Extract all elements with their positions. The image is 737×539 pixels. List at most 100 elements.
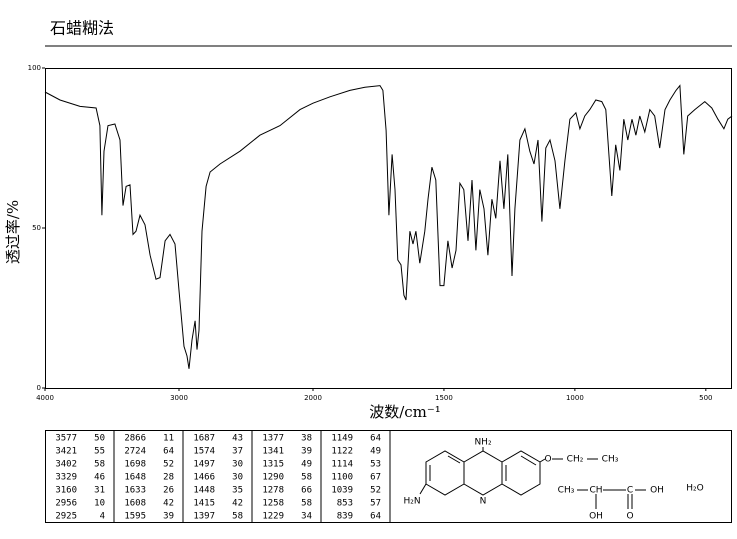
peak-transmittance: 30 xyxy=(232,473,243,483)
peak-transmittance: 53 xyxy=(370,460,381,470)
peak-wavenumber: 1258 xyxy=(262,499,284,509)
peak-wavenumber: 1574 xyxy=(193,447,215,457)
structure-label: H₂O xyxy=(686,484,703,494)
peak-transmittance: 58 xyxy=(301,499,312,509)
peak-wavenumber: 1377 xyxy=(262,434,284,444)
peak-wavenumber: 1114 xyxy=(331,460,353,470)
peak-wavenumber: 1466 xyxy=(193,473,215,483)
x-tick-label: 1500 xyxy=(435,394,453,402)
peak-wavenumber: 1633 xyxy=(124,486,146,496)
peak-transmittance: 39 xyxy=(301,447,312,457)
structure-label: O xyxy=(544,455,551,465)
peak-transmittance: 35 xyxy=(232,486,243,496)
structure-label: H₂N xyxy=(403,497,420,507)
peak-transmittance: 34 xyxy=(301,512,312,522)
plot-frame xyxy=(45,68,732,389)
peak-wavenumber: 1687 xyxy=(193,434,215,444)
peak-wavenumber: 3329 xyxy=(55,473,77,483)
peak-transmittance: 67 xyxy=(370,473,381,483)
peak-wavenumber: 1497 xyxy=(193,460,215,470)
peak-transmittance: 58 xyxy=(301,473,312,483)
peak-wavenumber: 1290 xyxy=(262,473,284,483)
peak-transmittance: 30 xyxy=(232,460,243,470)
peak-wavenumber: 1415 xyxy=(193,499,215,509)
peak-transmittance: 55 xyxy=(94,447,105,457)
peak-wavenumber: 2925 xyxy=(55,512,77,522)
structure-label: CH xyxy=(589,486,602,496)
peak-wavenumber: 2866 xyxy=(124,434,146,444)
peak-transmittance: 46 xyxy=(94,473,105,483)
x-tick-label: 4000 xyxy=(36,394,54,402)
structure-bonds xyxy=(419,447,646,509)
structure-label: OH xyxy=(650,486,664,496)
peak-transmittance: 49 xyxy=(370,447,381,457)
peak-transmittance: 11 xyxy=(163,434,174,444)
peak-wavenumber: 1100 xyxy=(331,473,353,483)
y-tick-label: 0 xyxy=(37,384,41,392)
peak-transmittance: 52 xyxy=(370,486,381,496)
peak-wavenumber: 1229 xyxy=(262,512,284,522)
peak-transmittance: 39 xyxy=(163,512,174,522)
peak-wavenumber: 1608 xyxy=(124,499,146,509)
peak-transmittance: 4 xyxy=(100,512,105,522)
peak-transmittance: 52 xyxy=(163,460,174,470)
structure-label: CH₂ xyxy=(567,455,584,465)
peak-transmittance: 57 xyxy=(370,499,381,509)
x-tick-label: 500 xyxy=(699,394,712,402)
x-tick-label: 1000 xyxy=(566,394,584,402)
x-axis-title: 波数/cm⁻¹ xyxy=(369,403,441,421)
peak-transmittance: 50 xyxy=(94,434,105,444)
peak-transmittance: 10 xyxy=(94,499,105,509)
peak-transmittance: 58 xyxy=(232,512,243,522)
structure-label: C xyxy=(627,486,633,496)
peak-transmittance: 58 xyxy=(94,460,105,470)
y-axis-title: 透过率/% xyxy=(4,200,22,264)
peak-transmittance: 37 xyxy=(232,447,243,457)
structure-label: N xyxy=(480,497,487,507)
peak-wavenumber: 1039 xyxy=(331,486,353,496)
peak-wavenumber: 1698 xyxy=(124,460,146,470)
peak-transmittance: 66 xyxy=(301,486,312,496)
structure-label: NH₂ xyxy=(474,438,492,448)
peak-transmittance: 64 xyxy=(163,447,174,457)
y-tick-label: 50 xyxy=(32,224,41,232)
peak-wavenumber: 3421 xyxy=(55,447,77,457)
peak-wavenumber: 1122 xyxy=(331,447,353,457)
peak-wavenumber: 1397 xyxy=(193,512,215,522)
structure-label: OH xyxy=(589,512,603,522)
peak-wavenumber: 2724 xyxy=(124,447,146,457)
peak-wavenumber: 3402 xyxy=(55,460,77,470)
peak-wavenumber: 3577 xyxy=(55,434,77,444)
peak-transmittance: 28 xyxy=(163,473,174,483)
peak-transmittance: 43 xyxy=(232,434,243,444)
peak-transmittance: 42 xyxy=(163,499,174,509)
peak-wavenumber: 3160 xyxy=(55,486,77,496)
table-frame xyxy=(45,430,732,523)
x-tick-label: 2000 xyxy=(304,394,322,402)
peak-transmittance: 38 xyxy=(301,434,312,444)
peak-wavenumber: 1448 xyxy=(193,486,215,496)
peak-transmittance: 26 xyxy=(163,486,174,496)
peak-wavenumber: 1278 xyxy=(262,486,284,496)
peak-wavenumber: 1341 xyxy=(262,447,284,457)
peak-transmittance: 31 xyxy=(94,486,105,496)
structure-label: CH₃ xyxy=(558,486,575,496)
chart-title: 石蜡糊法 xyxy=(50,19,114,38)
peak-wavenumber: 1648 xyxy=(124,473,146,483)
peak-transmittance: 64 xyxy=(370,434,381,444)
spectrum-line xyxy=(44,84,733,369)
y-tick-label: 100 xyxy=(28,64,41,72)
peak-wavenumber: 853 xyxy=(337,499,353,509)
peak-wavenumber: 2956 xyxy=(55,499,77,509)
peak-wavenumber: 839 xyxy=(337,512,353,522)
structure-label: CH₃ xyxy=(602,455,619,465)
peak-wavenumber: 1315 xyxy=(262,460,284,470)
peak-transmittance: 49 xyxy=(301,460,312,470)
peak-wavenumber: 1149 xyxy=(331,434,353,444)
peak-transmittance: 42 xyxy=(232,499,243,509)
structure-label: O xyxy=(626,512,633,522)
x-tick-label: 3000 xyxy=(170,394,188,402)
table-dividers xyxy=(113,430,391,523)
peak-wavenumber: 1595 xyxy=(124,512,146,522)
